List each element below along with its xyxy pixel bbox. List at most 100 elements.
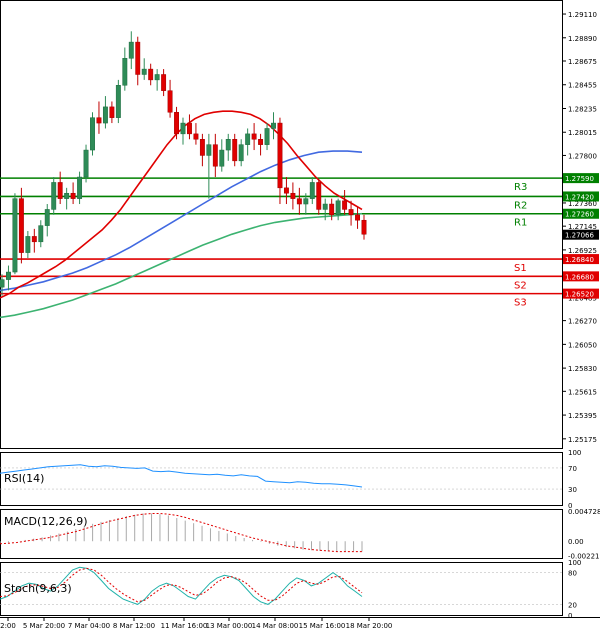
candle-body-down [70,192,76,199]
price-tick-label: 1.26925 [568,247,597,255]
candle [135,36,141,86]
candle [238,139,244,167]
panel-frame-1 [0,452,563,506]
candle-body-down [96,117,102,124]
time-axis: 2:00 5 Mar 20:00 7 Mar 04:00 8 Mar 12:00 11 … [0,617,392,630]
candle-body-down [18,198,24,253]
candle [18,187,24,264]
candle [6,265,11,291]
price-tick-label: 1.28675 [568,58,597,66]
candle-body-down [109,106,115,118]
level-label-r3: R3 [514,182,527,193]
candle-body-down [174,112,179,135]
candle [122,47,128,91]
candle-body-up [102,106,108,124]
time-tick-label: 14 Mar 08:00 [252,622,299,630]
level-price-badge [563,288,599,299]
candle [296,187,302,215]
candle-body-down [199,139,205,156]
candle [258,133,264,156]
candle-body-down [277,122,283,189]
level-price-label: 1.27590 [565,175,594,183]
candle [102,96,108,129]
price-tick-label: 1.29110 [568,11,597,19]
price-tick-label: 1.25175 [568,436,597,444]
candle-body-up [271,122,276,129]
candle [12,193,18,275]
candle [251,123,257,151]
candle [316,179,322,215]
macd-signal-line [0,513,362,553]
candle-body-down [342,200,348,210]
candle-body-up [238,144,244,162]
candle-body-up [90,117,95,151]
candle [361,214,367,240]
rsi-tick-label: 0 [568,502,572,510]
candle-body-up [25,236,31,253]
rsi-title: RSI(14) [4,472,44,485]
stoch-tick-label: 100 [568,559,581,567]
time-tick-label: 7 Mar 04:00 [68,622,110,630]
candle-body-up [64,192,70,199]
candle [64,187,70,210]
candle-body-up [141,68,147,75]
candle [83,144,89,183]
candle-body-up [77,176,83,199]
rsi-panel: 100 70 30 0 RSI(14) [0,449,581,510]
candle [154,69,160,91]
candle [303,193,309,215]
panel-frame-0 [0,0,563,449]
ma-green-line [0,212,363,319]
level-price-badge [563,173,599,184]
candle-body-down [212,144,218,167]
level-label-s3: S3 [514,298,527,309]
candle-body-up [206,144,212,156]
candle [206,133,212,199]
candle-body-up [115,85,121,118]
candle [348,200,354,226]
price-tick-label: 1.25830 [568,365,597,373]
level-price-badge [563,254,599,265]
candle-body-up [303,198,309,205]
candle [271,112,276,140]
time-tick-label: 5 Mar 20:00 [23,622,65,630]
candle-body-up [128,41,134,59]
price-tick-label: 1.27360 [568,200,597,208]
candle-body-up [264,128,270,145]
candle [264,123,270,151]
candle-body-down [316,182,322,210]
time-tick-label: 18 Mar 20:00 [346,622,393,630]
candle-body-up [12,198,18,273]
candle-body-up [0,279,5,288]
candle [96,101,102,134]
candle [31,228,37,253]
panel-frame-2 [0,509,563,559]
level-price-label: 1.26680 [565,273,594,281]
candle [355,207,360,229]
stoch-panel: 100 80 20 0 Stoch(9,6,3) [0,559,581,620]
candle-body-down [135,41,141,75]
candle [161,69,167,97]
candle [25,231,31,259]
level-label-s1: S1 [514,263,527,274]
price-tick-label: 1.27800 [568,152,597,160]
rsi-tick-label: 100 [568,449,581,457]
stoch-tick-label: 0 [568,612,572,620]
panel-frame-3 [0,562,563,616]
candle-body-down [290,192,296,199]
candle-body-down [232,139,238,162]
level-label-r1: R1 [514,218,527,229]
macd-tick-label: -0.002219 [568,553,600,561]
candle-body-down [355,214,360,221]
candle [174,106,179,140]
candle-body-down [193,133,199,140]
candle [245,128,251,156]
price-tick-label: 1.26270 [568,318,597,326]
candle [335,198,341,221]
candle [128,31,134,70]
candle-body-up [180,122,186,135]
candle [219,139,225,172]
candle [148,63,154,86]
candle [77,171,83,205]
price-tick-label: 1.26050 [568,341,597,349]
